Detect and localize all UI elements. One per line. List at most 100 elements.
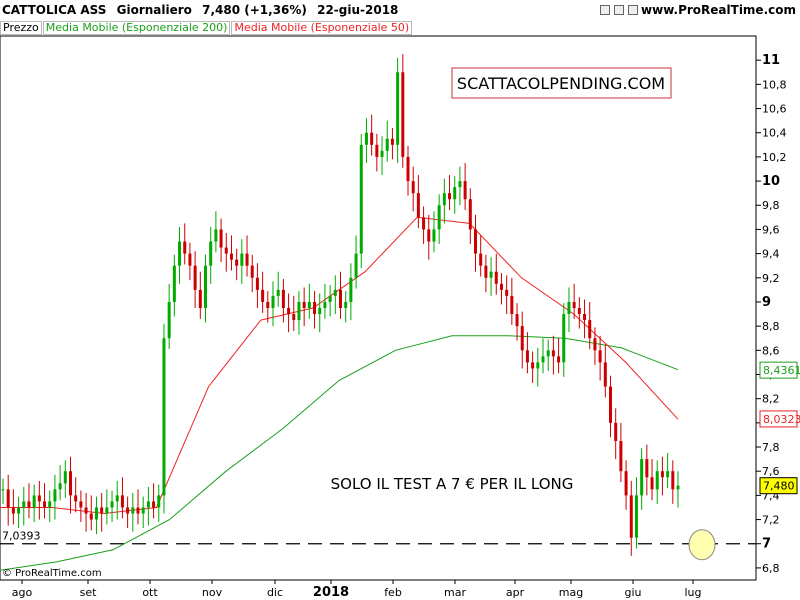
support-label: 7,0393: [2, 530, 41, 543]
candle-body: [370, 132, 374, 145]
candle-body: [375, 144, 379, 157]
indicator-legend: Prezzo Media Mobile (Esponenziale 200) Med…: [0, 21, 413, 35]
candle-body: [515, 314, 519, 327]
y-tick-label: 8,2: [762, 393, 780, 406]
candle-body: [562, 314, 566, 363]
candle-body: [58, 483, 62, 490]
x-tick-label: mar: [444, 586, 466, 599]
ema50-line: [0, 216, 679, 515]
candle-body: [603, 362, 607, 387]
candle-body: [240, 253, 244, 266]
candle-body: [328, 295, 332, 302]
candle-body: [157, 495, 161, 508]
candle-body: [416, 193, 420, 218]
legend-ema200[interactable]: Media Mobile (Esponenziale 200): [42, 21, 231, 35]
y-tick-label: 7,2: [762, 514, 780, 527]
candle-body: [204, 265, 207, 308]
y-tick-label: 7: [762, 537, 771, 552]
candle-body: [235, 259, 239, 266]
candle-body: [598, 350, 602, 363]
candle-body: [48, 501, 52, 508]
plot-frame: [0, 35, 757, 581]
candle-body: [437, 205, 441, 230]
candle-body: [120, 495, 124, 508]
candle-body: [448, 193, 452, 200]
candle-body: [645, 459, 649, 478]
candle-body: [84, 507, 88, 514]
x-tick-label: giu: [624, 586, 641, 599]
candle-body: [427, 229, 431, 242]
candle-body: [307, 301, 311, 308]
y-tick-label: 10,2: [762, 151, 787, 164]
candle-body: [401, 72, 405, 157]
candle-body: [525, 350, 529, 363]
candle-body: [666, 471, 670, 478]
legend-ema50[interactable]: Media Mobile (Esponenziale 50): [231, 21, 413, 35]
last-price-label: 7,480: [763, 480, 795, 493]
candle-body: [474, 229, 477, 254]
y-tick-label: 10,8: [762, 78, 787, 91]
candle-body: [390, 138, 394, 145]
y-tick-label: 8,8: [762, 320, 780, 333]
x-tick-label: set: [80, 586, 97, 599]
candle-body: [676, 485, 680, 490]
x-tick-label: nov: [202, 586, 223, 599]
legend-price[interactable]: Prezzo: [0, 21, 42, 35]
maximize-icon[interactable]: [614, 5, 624, 15]
candle-body: [43, 501, 47, 508]
candle-body: [219, 229, 223, 248]
x-tick-label: ott: [142, 586, 158, 599]
candle-body: [172, 265, 176, 302]
close-icon[interactable]: [628, 5, 638, 15]
target-circle: [688, 529, 716, 561]
candle-body: [136, 507, 140, 514]
candle-body: [276, 289, 280, 296]
minimize-icon[interactable]: [600, 5, 610, 15]
candle-body: [619, 440, 623, 472]
candle-body: [588, 320, 592, 339]
candle-body: [660, 471, 664, 478]
site-url[interactable]: www.ProRealTime.com: [641, 3, 796, 17]
candle-body: [79, 501, 83, 508]
candle-body: [344, 301, 348, 308]
watermark-box: [451, 67, 672, 99]
y-tick-label: 10: [762, 174, 780, 189]
candle-body: [224, 247, 228, 254]
header-title: CATTOLICA ASS Giornaliero 7,480 (+1,36%)…: [2, 3, 404, 17]
candle-body: [354, 253, 358, 278]
candle-body: [510, 295, 514, 315]
candle-body: [287, 308, 291, 315]
candle-body: [531, 362, 535, 369]
candle-body: [557, 356, 561, 363]
candle-body: [27, 501, 31, 508]
x-tick-label: 2018: [313, 585, 349, 600]
candle-body: [1, 489, 5, 491]
candle-body: [32, 495, 36, 508]
y-tick-label: 7,6: [762, 465, 780, 478]
prorealtime-logo: © ProRealTime.com: [2, 568, 102, 579]
candle-body: [37, 495, 41, 502]
x-tick-label: ago: [12, 586, 33, 599]
last-price-box: [759, 477, 798, 495]
candle-body: [214, 229, 218, 242]
y-tick-label: 9: [762, 295, 771, 310]
candle-body: [313, 301, 317, 315]
candle-body: [468, 199, 472, 230]
candle-body: [520, 326, 524, 351]
candle-body: [479, 253, 483, 266]
y-tick-label: 9,6: [762, 223, 780, 236]
candle-body: [380, 150, 384, 157]
candle-body: [178, 241, 182, 266]
candle-body: [463, 181, 467, 200]
candle-body: [323, 301, 327, 308]
candle-body: [188, 253, 192, 266]
ema200-line: [0, 335, 679, 571]
candle-body: [250, 265, 254, 278]
candle-body: [261, 289, 265, 302]
candle-body: [494, 271, 498, 284]
candle-body: [385, 138, 389, 151]
x-tick-label: mag: [559, 586, 583, 599]
candle-body: [292, 314, 296, 321]
candle-body: [193, 265, 197, 290]
